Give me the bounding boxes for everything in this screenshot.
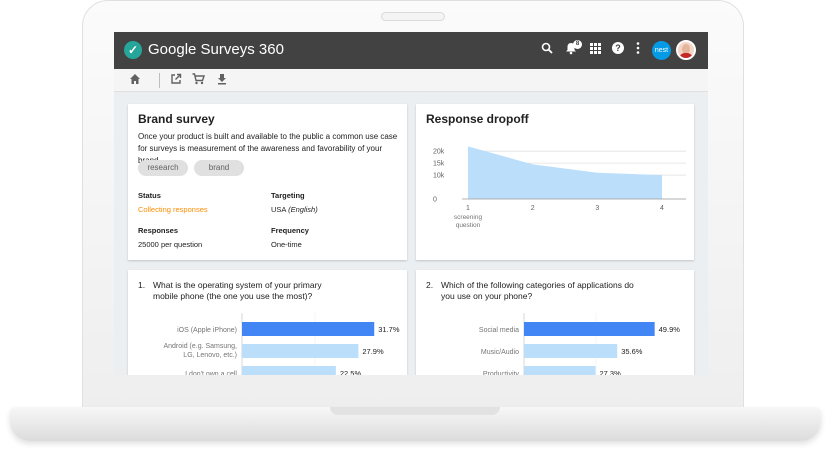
q1-bar	[242, 322, 375, 336]
responses-value: 25000 per question	[138, 240, 203, 249]
dropoff-y-tick-label: 10k	[433, 173, 445, 180]
app-screen: ✓ Google Surveys 360 8 ? nest	[114, 32, 708, 375]
home-icon[interactable]	[128, 73, 142, 88]
dropoff-title: Response dropoff	[426, 112, 529, 126]
open-in-new-icon[interactable]	[169, 73, 183, 88]
q1-category-label: Android (e.g. Samsung,	[163, 343, 237, 350]
frequency-label: Frequency	[271, 226, 309, 235]
status-value: Collecting responses	[138, 205, 208, 214]
dropoff-x-sublabel: question	[456, 222, 481, 229]
tag-chip-brand[interactable]: brand	[194, 160, 244, 176]
targeting-value: USA (English)	[271, 205, 318, 214]
notification-count-badge: 8	[573, 40, 582, 49]
check-logo-icon: ✓	[124, 41, 142, 59]
survey-info-card: Brand survey Once your product is built …	[128, 104, 407, 260]
svg-text:?: ?	[615, 43, 621, 53]
account-badge[interactable]: nest	[652, 41, 671, 60]
more-vert-icon[interactable]	[630, 42, 646, 58]
tag-chip-research[interactable]: research	[138, 160, 188, 176]
q2-number: 2.	[426, 280, 434, 290]
status-label: Status	[138, 191, 161, 200]
dropoff-x-tick-label: 4	[660, 205, 664, 212]
avatar[interactable]	[676, 40, 696, 60]
q2-value-label: 27.3%	[599, 369, 621, 375]
targeting-label: Targeting	[271, 191, 305, 200]
q1-value-label: 22.5%	[340, 369, 362, 375]
q2-bar	[524, 366, 596, 375]
q2-category-label: Productivity	[483, 371, 520, 375]
survey-title: Brand survey	[138, 112, 215, 126]
q1-text-line1: What is the operating system of your pri…	[153, 280, 322, 290]
toolbar-divider	[159, 73, 160, 88]
q2-category-label: Music/Audio	[481, 349, 519, 356]
search-icon[interactable]	[539, 42, 555, 58]
response-dropoff-card: Response dropoff 20k 15k 10k 0 1 2 3 4 screening…	[416, 104, 694, 260]
dropoff-x-tick-label: 2	[531, 205, 535, 212]
dropoff-x-tick-label: 1	[466, 205, 470, 212]
responses-label: Responses	[138, 226, 179, 235]
targeting-language: (English)	[288, 205, 318, 214]
q2-bar-chart: 49.9% Social media 35.6% Music/Audio 27.3% Pr…	[479, 313, 681, 375]
q2-value-label: 35.6%	[621, 347, 643, 356]
targeting-country: USA	[271, 205, 287, 214]
dropoff-y-tick-label: 0	[433, 197, 437, 204]
q1-bar-chart: 31.7% iOS (Apple iPhone) 27.9% Android (e.g…	[163, 313, 400, 375]
q2-value-label: 49.9%	[659, 325, 681, 334]
q1-value-label: 27.9%	[362, 347, 384, 356]
dropoff-y-tick-label: 20k	[433, 149, 445, 156]
q1-text-line2: mobile phone (the one you use the most)?	[153, 291, 313, 301]
question-1-card: 1. What is the operating system of your …	[128, 270, 407, 375]
laptop-camera	[381, 12, 445, 21]
q1-number: 1.	[138, 280, 146, 290]
q1-category-label: I don't own a cell	[185, 371, 237, 375]
q2-text-line1: Which of the following categories of app…	[441, 280, 634, 290]
q2-text-line2: you use on your phone?	[441, 291, 533, 301]
dropoff-x-sublabel: screening	[454, 214, 483, 221]
dropoff-x-tick-label: 3	[595, 205, 599, 212]
q1-bar	[242, 344, 359, 358]
question-2-card: 2. Which of the following categories of …	[416, 270, 694, 375]
dropoff-y-tick-label: 15k	[433, 161, 445, 168]
apps-grid-icon[interactable]	[587, 42, 603, 58]
frequency-value: One-time	[271, 240, 302, 249]
toolbar	[114, 69, 708, 92]
laptop-notch	[330, 407, 500, 415]
q1-category-label: iOS (Apple iPhone)	[177, 327, 237, 334]
q1-value-label: 31.7%	[378, 325, 400, 334]
help-icon[interactable]: ?	[610, 42, 626, 58]
download-icon[interactable]	[215, 73, 229, 88]
q2-category-label: Social media	[479, 327, 519, 334]
q1-bar	[242, 366, 336, 375]
app-title: Google Surveys 360	[148, 41, 284, 58]
q2-bar	[524, 322, 655, 336]
dropoff-area	[468, 146, 662, 199]
q1-category-label: LG, Lenovo, etc.)	[183, 352, 237, 359]
q2-bar	[524, 344, 618, 358]
app-bar: ✓ Google Surveys 360 8 ? nest	[114, 32, 708, 69]
cart-icon[interactable]	[191, 73, 205, 88]
